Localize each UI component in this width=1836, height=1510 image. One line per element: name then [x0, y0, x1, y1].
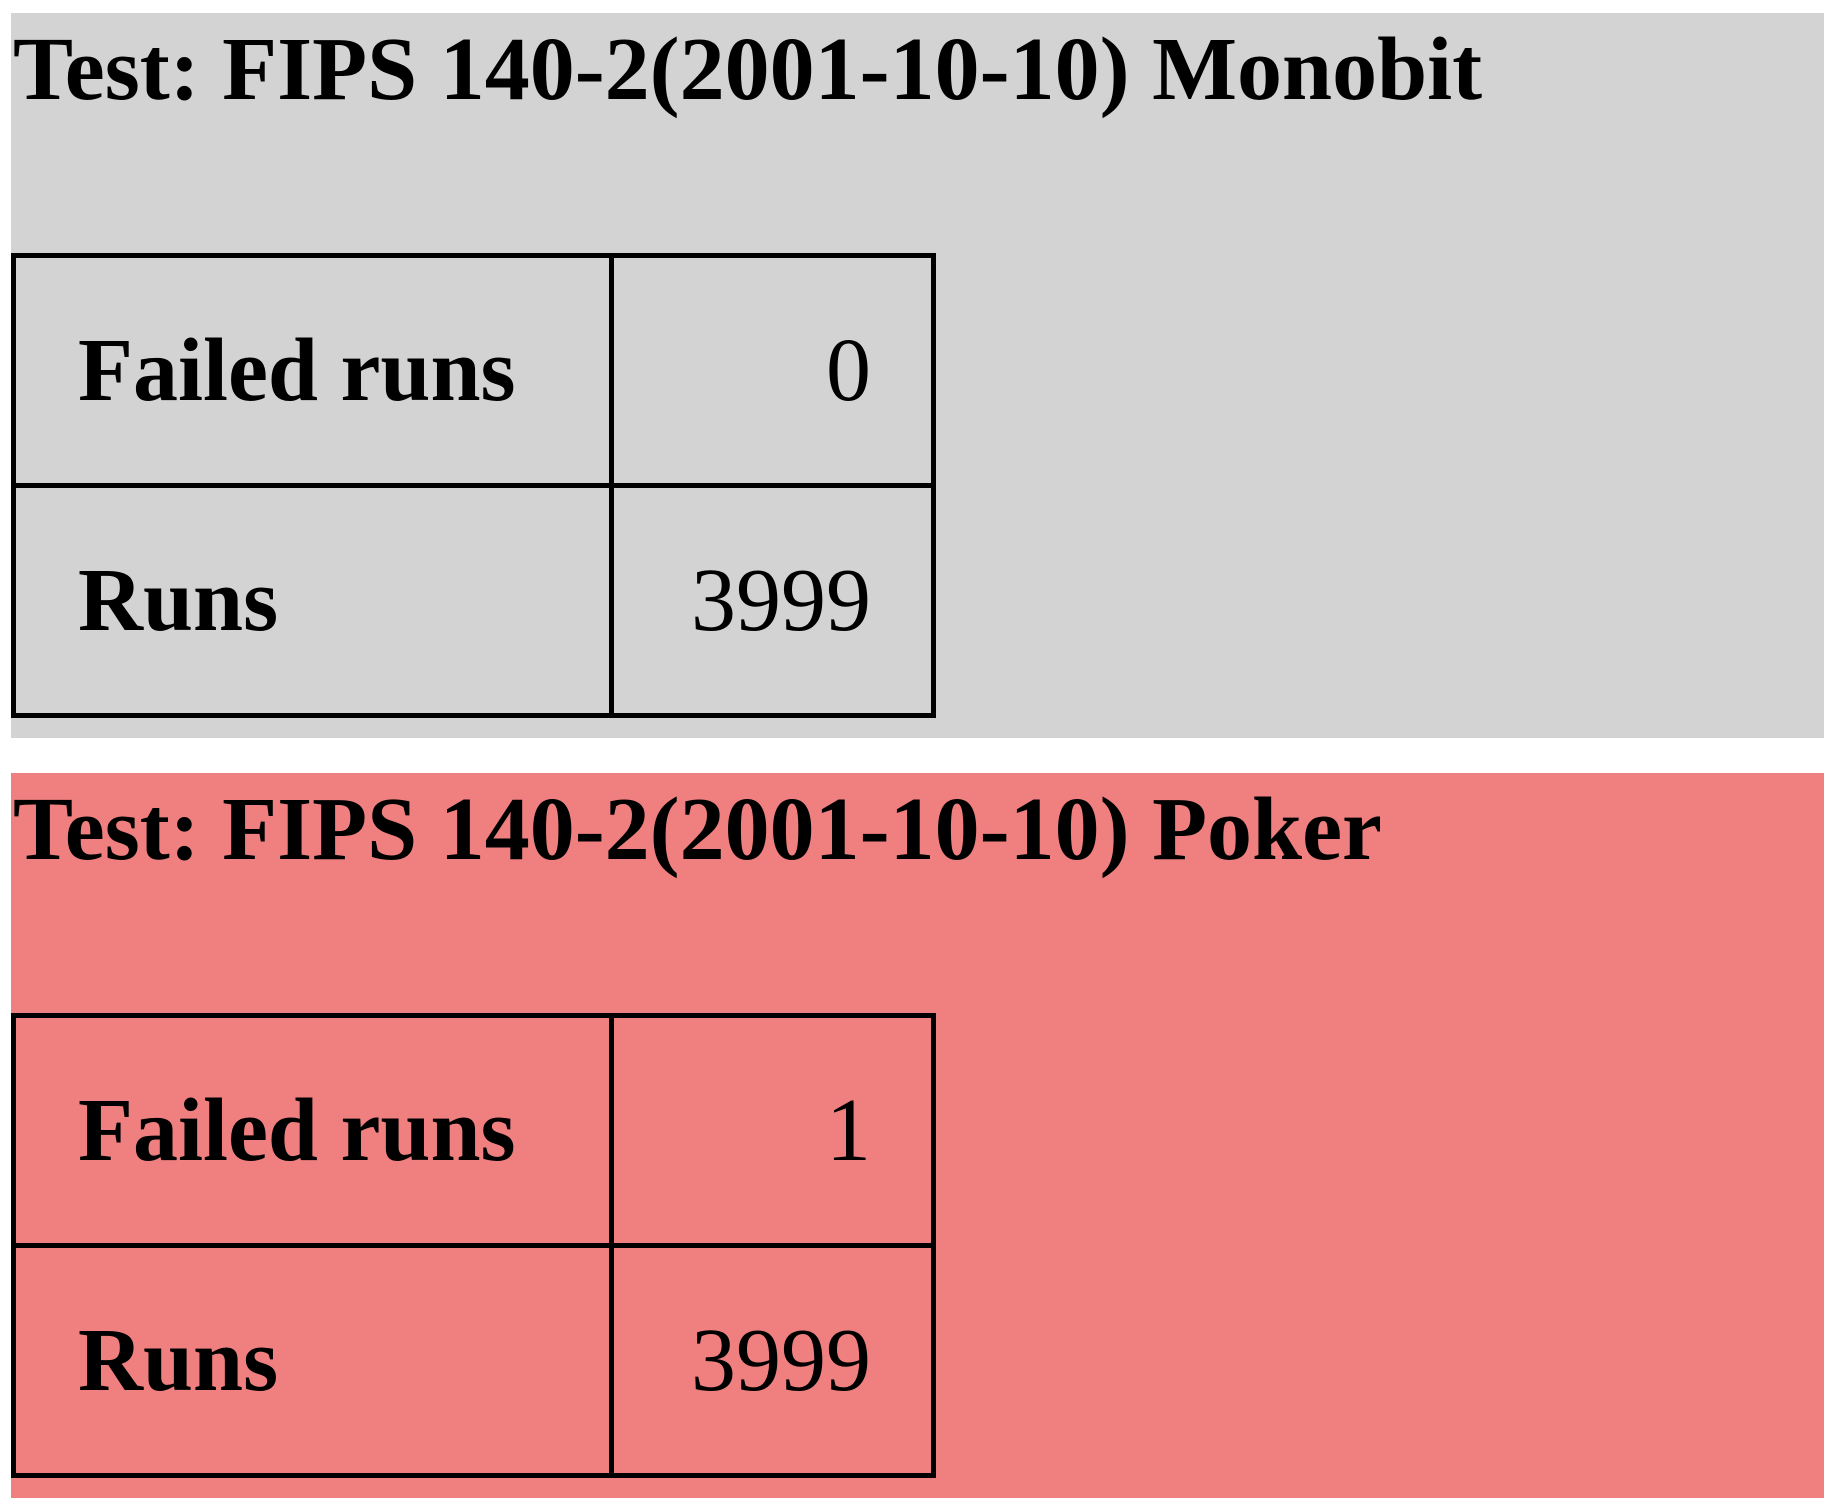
- row-value: 3999: [609, 483, 936, 718]
- row-value: 0: [609, 253, 936, 488]
- row-value: 1: [609, 1013, 936, 1248]
- row-label: Runs: [11, 1243, 614, 1478]
- test-result-poker: Test: FIPS 140-2(2001-10-10) Poker Faile…: [11, 773, 1824, 1498]
- row-value: 3999: [609, 1243, 936, 1478]
- test-title: Test: FIPS 140-2(2001-10-10) Monobit: [13, 20, 1483, 119]
- table-row: Runs 3999: [11, 483, 936, 718]
- test-result-monobit: Test: FIPS 140-2(2001-10-10) Monobit Fai…: [11, 13, 1824, 738]
- stats-table: Failed runs 0 Runs 3999: [11, 253, 936, 718]
- row-label: Failed runs: [11, 1013, 614, 1248]
- table-row: Failed runs 1: [11, 1013, 936, 1248]
- table-row: Runs 3999: [11, 1243, 936, 1478]
- row-label: Runs: [11, 483, 614, 718]
- test-title: Test: FIPS 140-2(2001-10-10) Poker: [13, 780, 1382, 879]
- table-row: Failed runs 0: [11, 253, 936, 488]
- row-label: Failed runs: [11, 253, 614, 488]
- stats-table: Failed runs 1 Runs 3999: [11, 1013, 936, 1478]
